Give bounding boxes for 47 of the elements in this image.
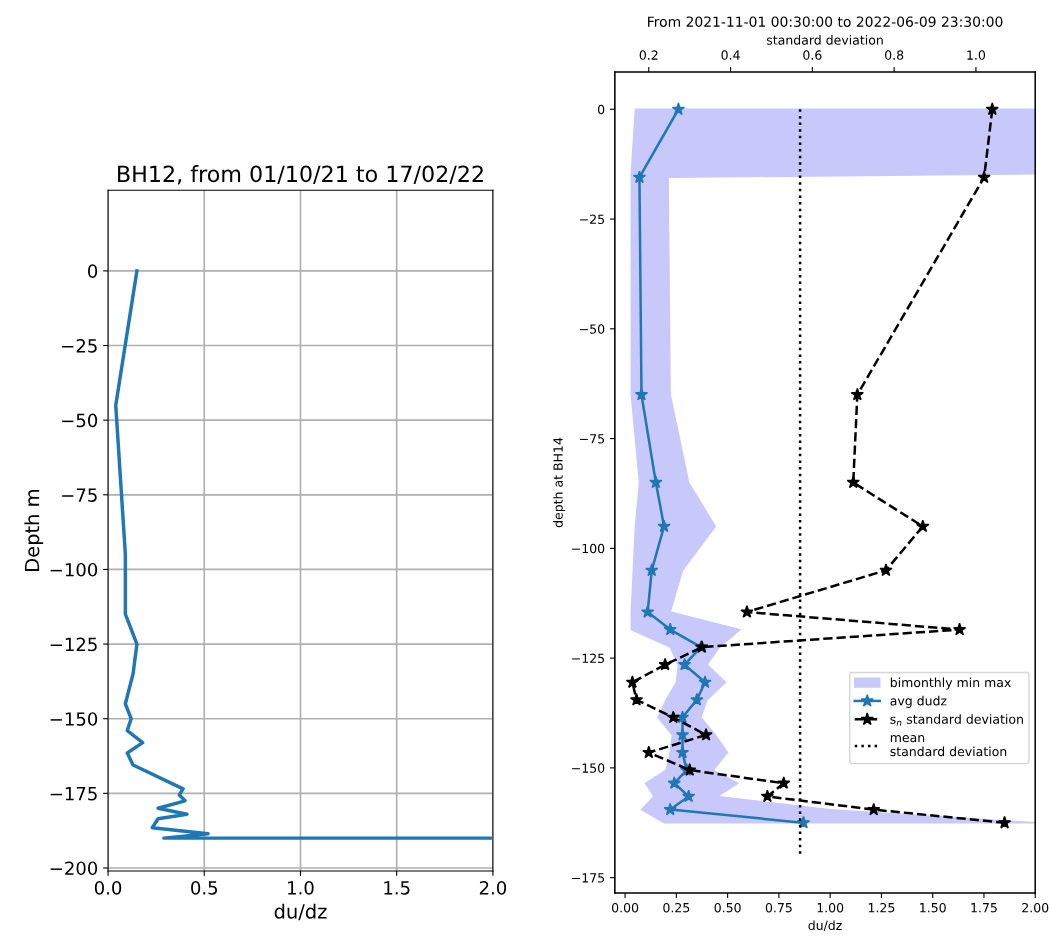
x-tick-label: 0.50: [714, 902, 741, 913]
y-tick-label: −25: [580, 214, 605, 224]
x-tick-label: 0.0: [94, 881, 122, 895]
x2-tick-label: 1.0: [967, 50, 986, 60]
x-tick-label: 0.5: [191, 881, 218, 895]
y-tick-label: −75: [62, 488, 97, 502]
legend-label: mean standard deviation: [890, 735, 1007, 757]
x-axis-title: du/dz: [808, 920, 842, 932]
x-tick-label: 0.25: [663, 902, 690, 913]
x-tick-label: 2.00: [1022, 902, 1049, 913]
legend-label: bimonthly min max: [890, 677, 1011, 690]
y-tick-label: 0: [597, 104, 605, 115]
y-tick-label: −175: [572, 873, 605, 883]
x-tick-label: 0.00: [612, 902, 639, 913]
legend-label: s$_{n}$ standard deviation: [890, 714, 1023, 726]
x-tick-label: 0.75: [765, 902, 792, 913]
x-axis-title: du/dz: [274, 903, 327, 921]
y-tick-label: −150: [572, 763, 605, 773]
y-tick-label: −175: [50, 787, 97, 801]
legend-label: avg dudz: [890, 695, 947, 708]
x-tick-label: 1.75: [971, 903, 997, 913]
x-tick-label: 1.5: [384, 881, 410, 895]
y-tick-label: −125: [50, 637, 97, 652]
y-tick-label: −75: [580, 434, 605, 444]
y-tick-label: −50: [580, 324, 605, 334]
y-axis-title: Depth m: [24, 490, 44, 571]
y-tick-label: −25: [62, 338, 97, 353]
x2-tick-label: 0.8: [885, 50, 904, 60]
x2-axis-title: standard deviation: [766, 35, 883, 45]
y-tick-label: −150: [50, 712, 98, 726]
x-tick-label: 1.00: [817, 902, 844, 913]
y-tick-label: −100: [50, 562, 98, 577]
x2-tick-label: 0.2: [639, 50, 658, 60]
x-tick-label: 2.0: [479, 881, 507, 895]
y-tick-label: 0: [88, 264, 98, 279]
x-tick-label: 1.0: [288, 881, 314, 895]
chart-title: From 2021-11-01 00:30:00 to 2022-06-09 23:30:00: [648, 16, 1003, 27]
y-axis-title: depth at BH14: [553, 437, 566, 528]
x-tick-label: 1.25: [868, 902, 895, 913]
chart-title: BH12, from 01/10/21 to 17/02/22: [118, 165, 483, 185]
y-tick-label: −50: [62, 413, 98, 428]
y-tick-label: −200: [50, 861, 98, 876]
y-tick-label: −125: [572, 653, 605, 664]
x2-tick-label: 0.6: [803, 50, 822, 60]
y-tick-label: −100: [572, 543, 605, 554]
x2-tick-label: 0.4: [721, 50, 740, 60]
x-tick-label: 1.50: [920, 902, 946, 913]
